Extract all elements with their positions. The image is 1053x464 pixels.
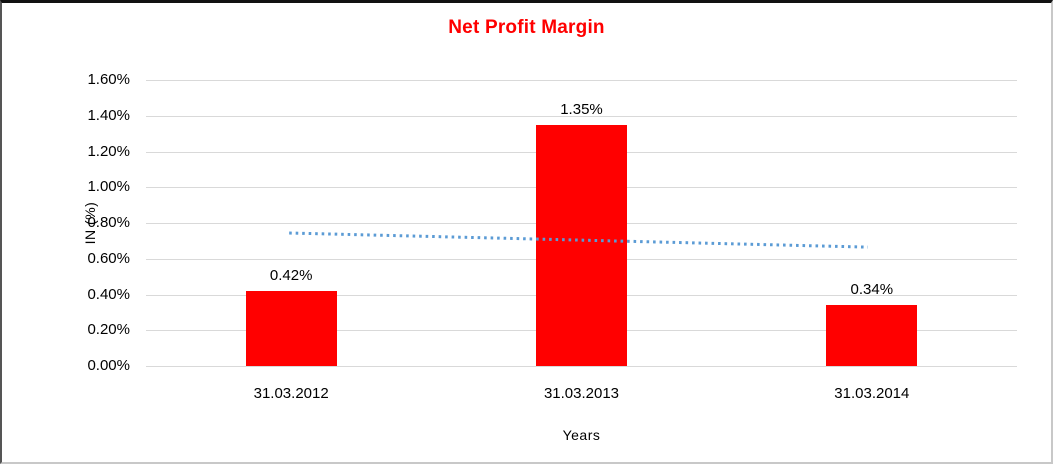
y-tick-label: 1.40%	[87, 106, 130, 124]
bar-data-label: 0.34%	[850, 281, 894, 299]
gridline	[146, 366, 1017, 367]
bar-data-label: 0.42%	[269, 266, 313, 284]
y-tick-label: 1.00%	[87, 178, 130, 196]
y-tick-label: 0.40%	[87, 285, 130, 303]
gridline	[146, 80, 1017, 81]
bar	[536, 124, 627, 366]
y-tick-label: 0.60%	[87, 249, 130, 267]
y-tick-label: 1.20%	[87, 142, 130, 160]
bar	[826, 305, 918, 366]
category-label: 31.03.2012	[253, 385, 329, 402]
category-label: 31.03.2013	[543, 385, 620, 402]
y-axis-title: IN (%)	[82, 201, 98, 245]
bar-data-label: 1.35%	[560, 100, 603, 118]
y-tick-label: 1.60%	[87, 71, 130, 88]
y-tick-label: 0.20%	[87, 321, 130, 339]
y-tick-label: 0.00%	[87, 357, 130, 374]
bar	[245, 290, 337, 366]
gridline	[146, 115, 1017, 117]
y-tick-label: 0.80%	[87, 214, 130, 231]
category-label: 31.03.2014	[834, 385, 910, 402]
x-axis-title: Years	[562, 427, 601, 443]
chart-title: Net Profit Margin	[448, 17, 605, 38]
